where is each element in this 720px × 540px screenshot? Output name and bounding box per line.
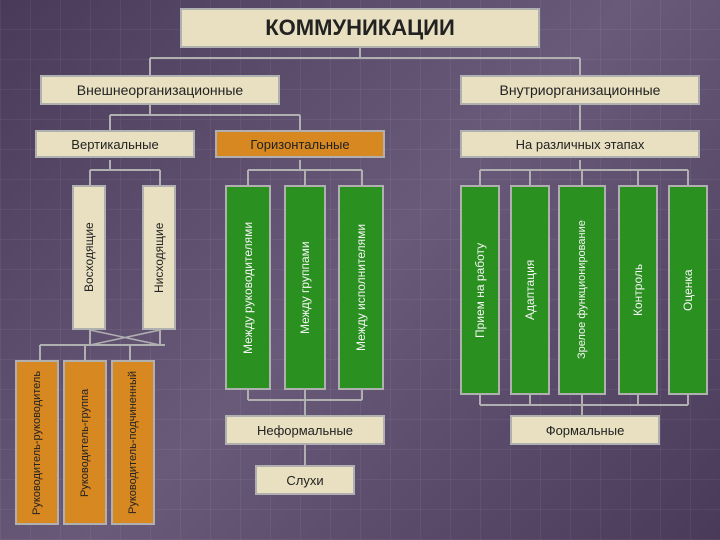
horizontal-box: Горизонтальные	[215, 130, 385, 158]
mature-box: Зрелое функционирование	[558, 185, 606, 395]
internal-box: Внутриорганизационные	[460, 75, 700, 105]
hiring-box: Прием на работу	[460, 185, 500, 395]
stages-box: На различных этапах	[460, 130, 700, 158]
adapt-box: Адаптация	[510, 185, 550, 395]
descending-box: Нисходящие	[142, 185, 176, 330]
rumors-box: Слухи	[255, 465, 355, 495]
ascending-box: Восходящие	[72, 185, 106, 330]
control-box: Контроль	[618, 185, 658, 395]
external-box: Внешнеорганизационные	[40, 75, 280, 105]
btw-exec-box: Между исполнителями	[338, 185, 384, 390]
title-box: КОММУНИКАЦИИ	[180, 8, 540, 48]
btw-mgrs-box: Между руководителями	[225, 185, 271, 390]
btw-grps-box: Между группами	[284, 185, 326, 390]
vertical-box: Вертикальные	[35, 130, 195, 158]
formal-box: Формальные	[510, 415, 660, 445]
mgr-grp-box: Руководитель-группа	[63, 360, 107, 525]
informal-box: Неформальные	[225, 415, 385, 445]
assess-box: Оценка	[668, 185, 708, 395]
mgr-sub-box: Руководитель-подчиненный	[111, 360, 155, 525]
mgr-mgr-box: Руководитель-руководитель	[15, 360, 59, 525]
